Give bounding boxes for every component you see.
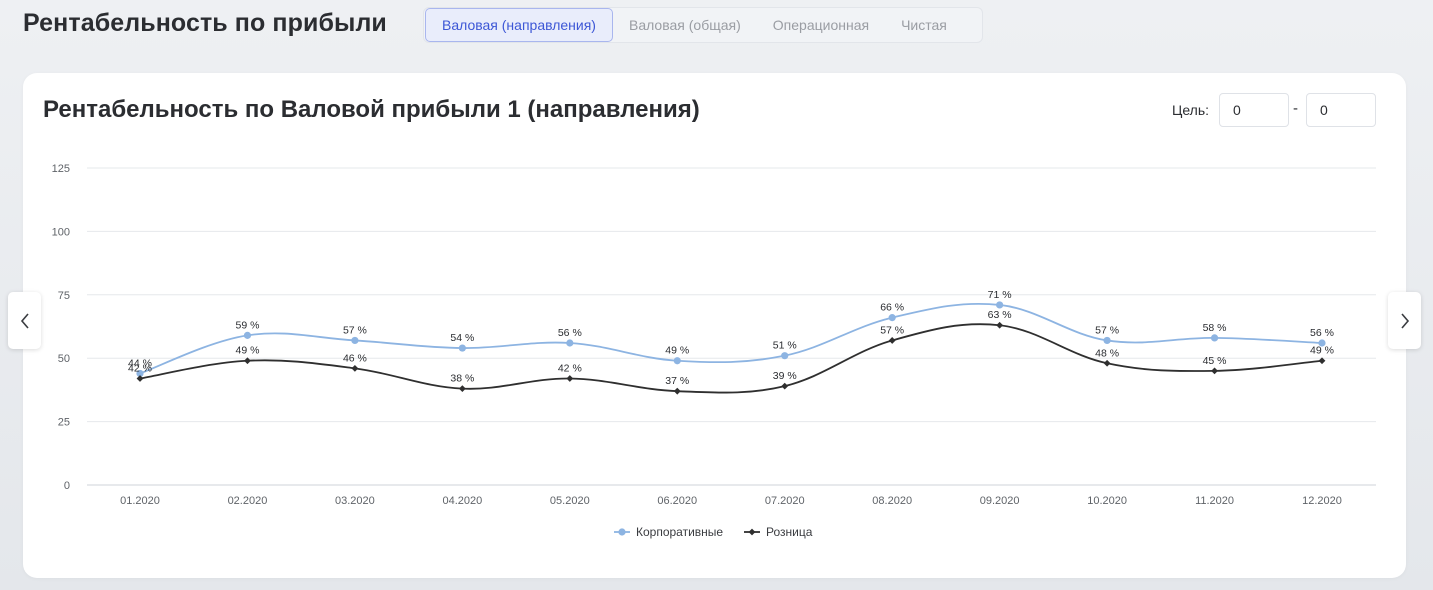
data-label: 39 %: [773, 370, 797, 382]
data-point[interactable]: [1211, 367, 1218, 375]
data-point[interactable]: [566, 375, 574, 382]
data-label: 42 %: [128, 362, 152, 374]
x-tick-label: 04.2020: [442, 495, 482, 507]
data-label: 56 %: [1310, 327, 1334, 339]
next-button[interactable]: [1388, 292, 1421, 349]
data-label: 45 %: [1203, 355, 1227, 367]
tab-gross-total[interactable]: Валовая (общая): [628, 17, 741, 33]
data-label: 59 %: [235, 319, 259, 331]
chart-card: Рентабельность по Валовой прибыли 1 (нап…: [23, 73, 1406, 578]
data-label: 49 %: [235, 345, 259, 357]
chevron-left-icon: [20, 312, 29, 329]
data-point[interactable]: [673, 357, 681, 365]
data-label: 57 %: [343, 324, 367, 336]
data-point[interactable]: [781, 352, 789, 360]
goal-separator: -: [1293, 100, 1298, 117]
data-point[interactable]: [351, 336, 359, 345]
x-tick-label: 06.2020: [657, 495, 697, 507]
data-label: 38 %: [450, 373, 474, 385]
chevron-right-icon: [1400, 312, 1409, 329]
tab-bar: Валовая (направления) Валовая (общая) Оп…: [423, 7, 983, 43]
y-axis-ticks: 0 25 50 75 100 125: [52, 163, 70, 492]
data-label: 49 %: [1310, 345, 1334, 357]
data-point[interactable]: [136, 375, 144, 382]
series-corporate: [136, 301, 1326, 378]
y-tick-label: 0: [64, 480, 70, 492]
data-label: 58 %: [1203, 322, 1227, 334]
data-point[interactable]: [458, 385, 466, 393]
data-label: 54 %: [450, 332, 474, 344]
data-label: 42 %: [558, 362, 582, 374]
prev-button[interactable]: [8, 292, 41, 349]
data-point[interactable]: [673, 387, 681, 395]
line-chart: 0 25 50 75 100 125 01.2020 02.2020 03.2020 04.20…: [52, 163, 1376, 539]
data-point[interactable]: [1103, 359, 1111, 367]
x-tick-label: 07.2020: [765, 495, 805, 507]
x-axis-ticks: 01.2020 02.2020 03.2020 04.2020 05.2020 06.20…: [120, 495, 1342, 507]
y-tick-label: 100: [52, 226, 70, 238]
x-tick-label: 10.2020: [1087, 495, 1127, 507]
page-title: Рентабельность по прибыли: [23, 9, 387, 37]
data-label: 51 %: [773, 340, 797, 352]
goal-min-input[interactable]: [1219, 93, 1289, 127]
data-point[interactable]: [996, 301, 1004, 309]
data-point[interactable]: [888, 314, 896, 322]
data-point[interactable]: [244, 357, 251, 365]
data-point[interactable]: [888, 337, 896, 344]
data-point[interactable]: [243, 331, 252, 339]
data-label: 71 %: [988, 289, 1012, 301]
data-point[interactable]: [136, 369, 144, 378]
goal-max-input[interactable]: [1306, 93, 1376, 127]
data-label: 37 %: [665, 375, 689, 387]
x-tick-label: 12.2020: [1302, 495, 1342, 507]
series-lines: [136, 301, 1326, 395]
data-point[interactable]: [996, 321, 1004, 329]
data-label: 63 %: [988, 309, 1012, 321]
y-tick-label: 50: [58, 353, 70, 365]
x-tick-label: 08.2020: [872, 495, 912, 507]
data-label: 49 %: [665, 345, 689, 357]
data-point[interactable]: [566, 339, 574, 347]
data-label: 66 %: [880, 302, 904, 314]
legend-item[interactable]: Розница: [744, 525, 813, 539]
x-tick-label: 11.2020: [1195, 495, 1234, 507]
chart-title: Рентабельность по Валовой прибыли 1 (нап…: [43, 96, 700, 123]
grid-lines: [87, 167, 1376, 486]
goal-label: Цель:: [1172, 102, 1210, 118]
data-labels: 44 % 59 % 57 % 54 % 56 % 49 % 51 % 66 % 71 % 57 %…: [128, 289, 1334, 387]
data-label: 57 %: [880, 324, 904, 336]
data-label: 48 %: [1095, 347, 1119, 359]
series-retail: [136, 321, 1326, 395]
legend-marker: [748, 528, 756, 536]
x-tick-label: 09.2020: [980, 495, 1020, 507]
x-tick-label: 03.2020: [335, 495, 375, 507]
x-tick-label: 05.2020: [550, 495, 590, 507]
tab-net[interactable]: Чистая: [901, 17, 947, 33]
series-line: [139, 302, 1323, 375]
data-label: 44 %: [128, 357, 152, 369]
data-point[interactable]: [1318, 357, 1326, 365]
data-point[interactable]: [458, 344, 466, 352]
y-tick-label: 125: [52, 163, 70, 175]
data-point[interactable]: [1103, 336, 1111, 345]
data-label: 46 %: [343, 352, 367, 364]
x-tick-label: 01.2020: [120, 495, 160, 507]
legend: Корпоративные Розница: [614, 525, 813, 539]
data-point[interactable]: [1210, 334, 1219, 342]
legend-label: Корпоративные: [636, 525, 723, 539]
data-label: 56 %: [558, 327, 582, 339]
legend-item[interactable]: Корпоративные: [614, 525, 723, 539]
legend-label: Розница: [766, 525, 813, 539]
data-point[interactable]: [1318, 339, 1326, 347]
y-tick-label: 25: [58, 417, 70, 429]
data-point[interactable]: [781, 382, 789, 390]
series-line: [139, 323, 1323, 394]
y-tick-label: 75: [58, 290, 70, 302]
tab-operational[interactable]: Операционная: [772, 17, 870, 33]
legend-marker: [618, 528, 626, 536]
x-tick-label: 02.2020: [228, 495, 268, 507]
tab-gross-directions[interactable]: Валовая (направления): [425, 8, 613, 42]
data-point[interactable]: [351, 364, 359, 372]
data-label: 57 %: [1095, 324, 1119, 336]
